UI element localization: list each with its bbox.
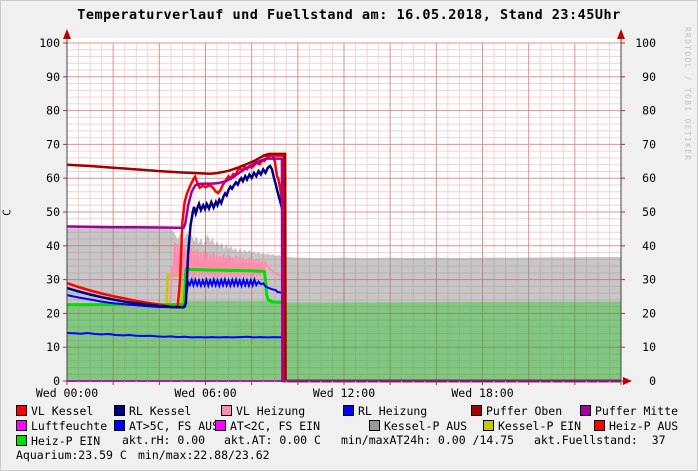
y-tick-label-left: 50	[46, 205, 60, 219]
legend-item-luftfeuchte: Luftfeuchte	[16, 420, 107, 432]
legend-item-aquarium-23-59-c: Aquarium:23.59 C	[16, 448, 127, 462]
legend-item-rl-heizung: RL Heizung	[343, 405, 427, 417]
legend-item-at-2c-fs-ein: AT<2C, FS EIN	[215, 420, 320, 432]
y-tick-label-right: 70	[642, 137, 656, 151]
series-heiz-p-ein-flaeche	[67, 301, 621, 381]
y-tick-label-right: 20	[642, 306, 656, 320]
legend-label: akt.Fuellstand: 37	[534, 433, 666, 447]
y-tick-label-right: 10	[642, 340, 656, 354]
legend-item-akt-fuellstand-37: akt.Fuellstand: 37	[534, 433, 666, 447]
legend-label: Luftfeuchte	[31, 419, 108, 433]
rl-heizung-swatch	[343, 405, 354, 416]
legend-label: Heiz-P AUS	[609, 419, 679, 433]
chart-canvas: 0 0 10 10 20 20 30 30 40 40 50 50 60 60 70 70 80 80 90 90 10…	[36, 29, 656, 400]
heiz-p-ein-swatch	[16, 435, 27, 446]
x-tick-label: Wed 12:00	[313, 386, 375, 400]
y-axis-arrow-left	[63, 29, 71, 39]
series-at-5c-fs-aus	[66, 331, 284, 339]
y-tick-label-left: 10	[46, 340, 60, 354]
legend-label: Aquarium:23.59 C	[16, 448, 127, 462]
legend-label: Kessel-P EIN	[498, 419, 582, 433]
legend-item-heiz-p-aus: Heiz-P AUS	[594, 420, 678, 432]
legend-item-rl-kessel: RL Kessel	[114, 405, 191, 417]
legend-item-at-5c-fs-aus: AT>5C, FS AUS	[114, 420, 219, 432]
legend-label: min/max:22.88/23.62	[138, 448, 270, 462]
y-tick-label-right: 90	[642, 70, 656, 84]
legend-label: VL Heizung	[236, 404, 306, 418]
y-tick-label-left: 0	[53, 374, 60, 388]
vl-heizung-swatch	[221, 405, 232, 416]
x-tick-label: Wed 18:00	[451, 386, 513, 400]
legend-label: RL Kessel	[129, 404, 192, 418]
y-tick-label-left: 90	[46, 70, 60, 84]
y-tick-label-left: 70	[46, 137, 60, 151]
legend-label: VL Kessel	[31, 404, 94, 418]
legend-label: Kessel-P AUS	[384, 419, 468, 433]
series-puffer-oben	[66, 152, 621, 383]
x-tick-label: Wed 06:00	[174, 386, 236, 400]
legend-item-akt-at-0-00-c: akt.AT: 0.00 C	[224, 433, 321, 447]
puffer-mitte-swatch	[580, 405, 591, 416]
series-rl-kessel	[66, 164, 285, 309]
y-tick-label-right: 100	[635, 36, 656, 50]
legend-item-min-max-22-88-23-62: min/max:22.88/23.62	[138, 448, 270, 462]
legend-label: AT>5C, FS AUS	[129, 419, 220, 433]
legend-item-kessel-p-aus: Kessel-P AUS	[369, 420, 467, 432]
series-heiz-p-ein	[67, 268, 284, 307]
y-tick-label-right: 50	[642, 205, 656, 219]
legend-label: min/maxAT24h: 0.00 /14.75	[341, 433, 515, 447]
rl-kessel-swatch	[114, 405, 125, 416]
legend-label: akt.rH: 0.00	[122, 433, 206, 447]
y-tick-label-right: 80	[642, 104, 656, 118]
kessel-p-ein-swatch	[483, 420, 494, 431]
legend-item-akt-rh-0-00: akt.rH: 0.00	[122, 433, 206, 447]
y-tick-label-left: 60	[46, 171, 60, 185]
legend-item-puffer-mitte: Puffer Mitte	[580, 405, 678, 417]
y-tick-label-right: 40	[642, 239, 656, 253]
luftfeuchte-swatch	[16, 420, 27, 431]
legend-item-min-maxat24h-0-00-14-75: min/maxAT24h: 0.00 /14.75	[341, 433, 515, 447]
at-2c-fs-ein-swatch	[215, 420, 226, 431]
puffer-oben-swatch	[471, 405, 482, 416]
kessel-p-aus-swatch	[369, 420, 380, 431]
legend-item-kessel-p-ein: Kessel-P EIN	[483, 420, 581, 432]
heiz-p-aus-swatch	[594, 420, 605, 431]
y-tick-label-left: 30	[46, 273, 60, 287]
legend-item-vl-heizung: VL Heizung	[221, 405, 305, 417]
y-axis-arrow-right	[617, 29, 625, 39]
vl-kessel-swatch	[16, 405, 27, 416]
rrdtool-watermark: RRDTOOL / TOBI OETIKER	[683, 27, 692, 162]
legend-label: akt.AT: 0.00 C	[224, 433, 321, 447]
x-axis-arrow	[623, 377, 632, 385]
y-tick-label-left: 100	[39, 36, 60, 50]
legend-label: Puffer Oben	[486, 404, 563, 418]
graph-title: Temperaturverlauf und Fuellstand am: 16.…	[77, 7, 621, 23]
y-tick-label-right: 30	[642, 273, 656, 287]
y-tick-label-right: 60	[642, 171, 656, 185]
legend-item-puffer-oben: Puffer Oben	[471, 405, 562, 417]
legend-label: RL Heizung	[358, 404, 428, 418]
y-tick-label-right: 0	[649, 374, 656, 388]
legend-label: AT<2C, FS EIN	[230, 419, 321, 433]
legend-label: Heiz-P EIN	[31, 434, 101, 448]
y-tick-label-left: 80	[46, 104, 60, 118]
legend-item-vl-kessel: VL Kessel	[16, 405, 93, 417]
y-tick-label-left: 20	[46, 306, 60, 320]
y-tick-label-left: 40	[46, 239, 60, 253]
legend-label: Puffer Mitte	[595, 404, 679, 418]
legend-item-heiz-p-ein: Heiz-P EIN	[16, 435, 100, 447]
x-tick-label: Wed 00:00	[36, 386, 98, 400]
series-puffer-mitte	[66, 157, 621, 383]
at-5c-fs-aus-swatch	[114, 420, 125, 431]
